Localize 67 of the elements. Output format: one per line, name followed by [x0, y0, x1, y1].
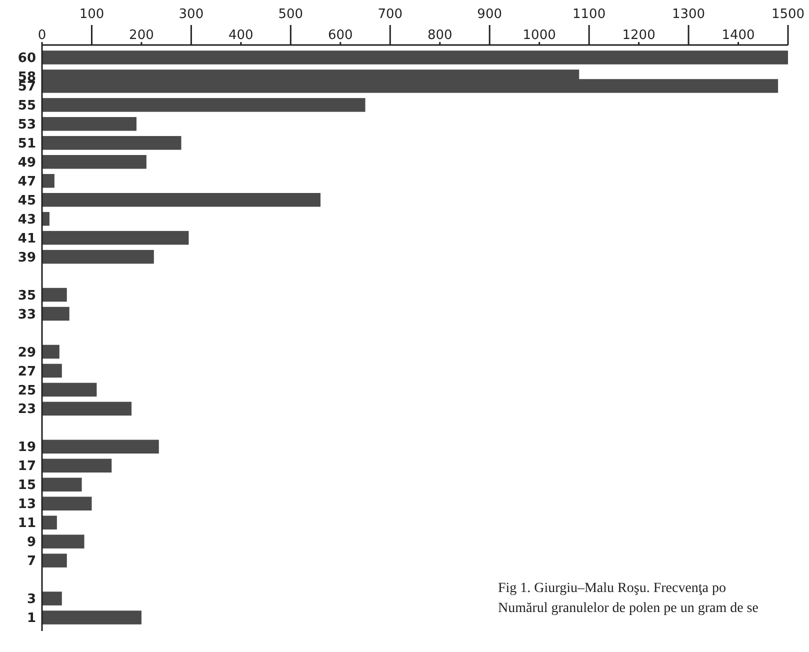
x-tick-label: 400 — [228, 28, 254, 43]
x-tick-label: 1200 — [622, 28, 656, 43]
x2-tick-label: 100 — [79, 7, 104, 22]
y-tick-label: 43 — [18, 212, 36, 228]
y-tick-label: 15 — [18, 478, 36, 494]
y-tick-label: 13 — [18, 497, 36, 512]
bar — [42, 136, 182, 150]
y-tick-label: 27 — [18, 364, 36, 380]
bar — [42, 402, 132, 416]
bar — [42, 306, 70, 321]
x2-tick-label: 500 — [278, 7, 304, 22]
y-tick-label: 25 — [18, 383, 36, 398]
x-tick-label: 1400 — [722, 28, 755, 43]
x2-tick-label: 900 — [477, 7, 502, 22]
y-tick-label: 53 — [18, 117, 36, 132]
x2-tick-label: 1100 — [572, 7, 606, 22]
x-tick-label: 1000 — [522, 28, 556, 43]
y-tick-label: 29 — [18, 345, 36, 360]
bar — [42, 554, 67, 568]
y-tick-label: 19 — [18, 440, 36, 456]
bar — [42, 610, 142, 624]
y-tick-label: 33 — [18, 307, 36, 322]
y-tick-label: 47 — [18, 174, 36, 190]
bar — [42, 288, 67, 302]
y-tick-label: 45 — [18, 193, 36, 208]
bar — [42, 364, 62, 378]
bar — [42, 592, 62, 606]
bar — [42, 344, 60, 359]
annotation: Fig 1. Giurgiu–Malu Roşu. Frecvenţa po — [498, 581, 726, 596]
bar — [42, 230, 189, 245]
y-tick-label: 3 — [26, 592, 36, 608]
y-tick-label: 7 — [26, 554, 36, 570]
y-tick-label: 51 — [18, 136, 36, 152]
y-tick-label: 39 — [18, 250, 36, 266]
bar — [42, 458, 112, 473]
y-tick-label: 41 — [18, 231, 36, 246]
bar — [42, 516, 57, 530]
bar — [42, 155, 146, 169]
bar — [42, 50, 788, 64]
y-tick-label: 60 — [18, 51, 36, 66]
x2-tick-label: 700 — [378, 7, 403, 22]
x-tick-label: 0 — [38, 28, 46, 43]
y-tick-label: 17 — [18, 459, 36, 474]
x2-tick-label: 1500 — [771, 7, 805, 22]
y-tick-label: 1 — [26, 611, 36, 626]
x-tick-label: 200 — [129, 28, 154, 43]
x2-tick-label: 1300 — [672, 7, 706, 22]
x-tick-label: 600 — [328, 28, 353, 43]
y-tick-label: 55 — [18, 98, 36, 114]
bar — [42, 250, 154, 264]
y-tick-label: 35 — [18, 288, 36, 304]
x2-tick-label: 300 — [178, 7, 204, 22]
annotation: Numărul granulelor de polen pe un gram de se — [498, 601, 758, 616]
y-tick-label: 9 — [26, 535, 36, 550]
bar — [42, 534, 84, 548]
y-tick-label: 49 — [18, 155, 36, 170]
bar — [42, 496, 92, 510]
bar — [42, 174, 54, 188]
bar — [42, 117, 136, 131]
bar — [42, 440, 159, 454]
bar — [42, 192, 321, 207]
bar — [42, 98, 366, 112]
x-tick-label: 800 — [427, 28, 452, 43]
y-tick-label: 11 — [18, 516, 36, 532]
bar — [42, 382, 97, 397]
bar — [42, 478, 82, 492]
y-tick-label: 23 — [18, 402, 36, 418]
